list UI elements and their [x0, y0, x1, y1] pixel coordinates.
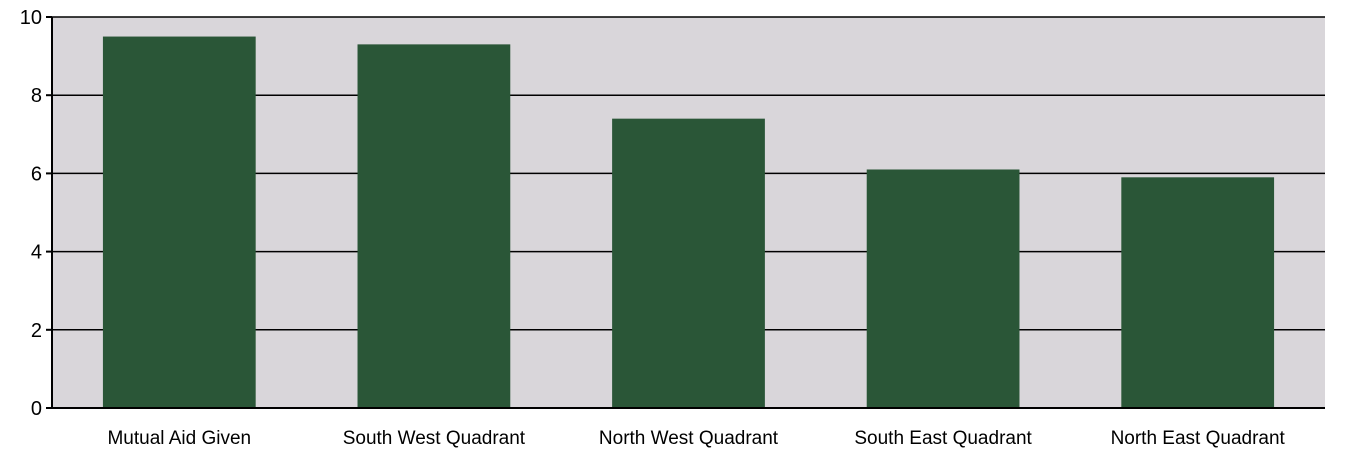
x-category-label: South East Quadrant [854, 428, 1032, 449]
y-tick-label: 2 [31, 320, 42, 342]
y-tick-label: 0 [31, 398, 42, 420]
y-tick-label: 4 [31, 242, 42, 264]
x-category-label: North East Quadrant [1111, 428, 1286, 449]
bar-south-west-quadrant [357, 44, 511, 409]
y-tick-label: 8 [31, 85, 42, 107]
bars [102, 36, 1275, 409]
x-category-label: Mutual Aid Given [107, 428, 251, 449]
bar-north-east-quadrant [1121, 177, 1275, 408]
axes [51, 17, 1325, 409]
bar-mutual-aid-given [102, 36, 256, 409]
y-tick-label: 10 [20, 7, 42, 29]
y-tick-labels: 0 2 4 6 8 10 [20, 7, 52, 420]
bar-north-west-quadrant [612, 118, 765, 408]
x-category-label: South West Quadrant [343, 428, 526, 449]
x-category-label: North West Quadrant [599, 428, 779, 449]
bar-south-east-quadrant [866, 169, 1020, 408]
x-category-labels: Mutual Aid Given South West Quadrant North… [107, 428, 1285, 449]
y-tick-label: 6 [31, 163, 42, 185]
